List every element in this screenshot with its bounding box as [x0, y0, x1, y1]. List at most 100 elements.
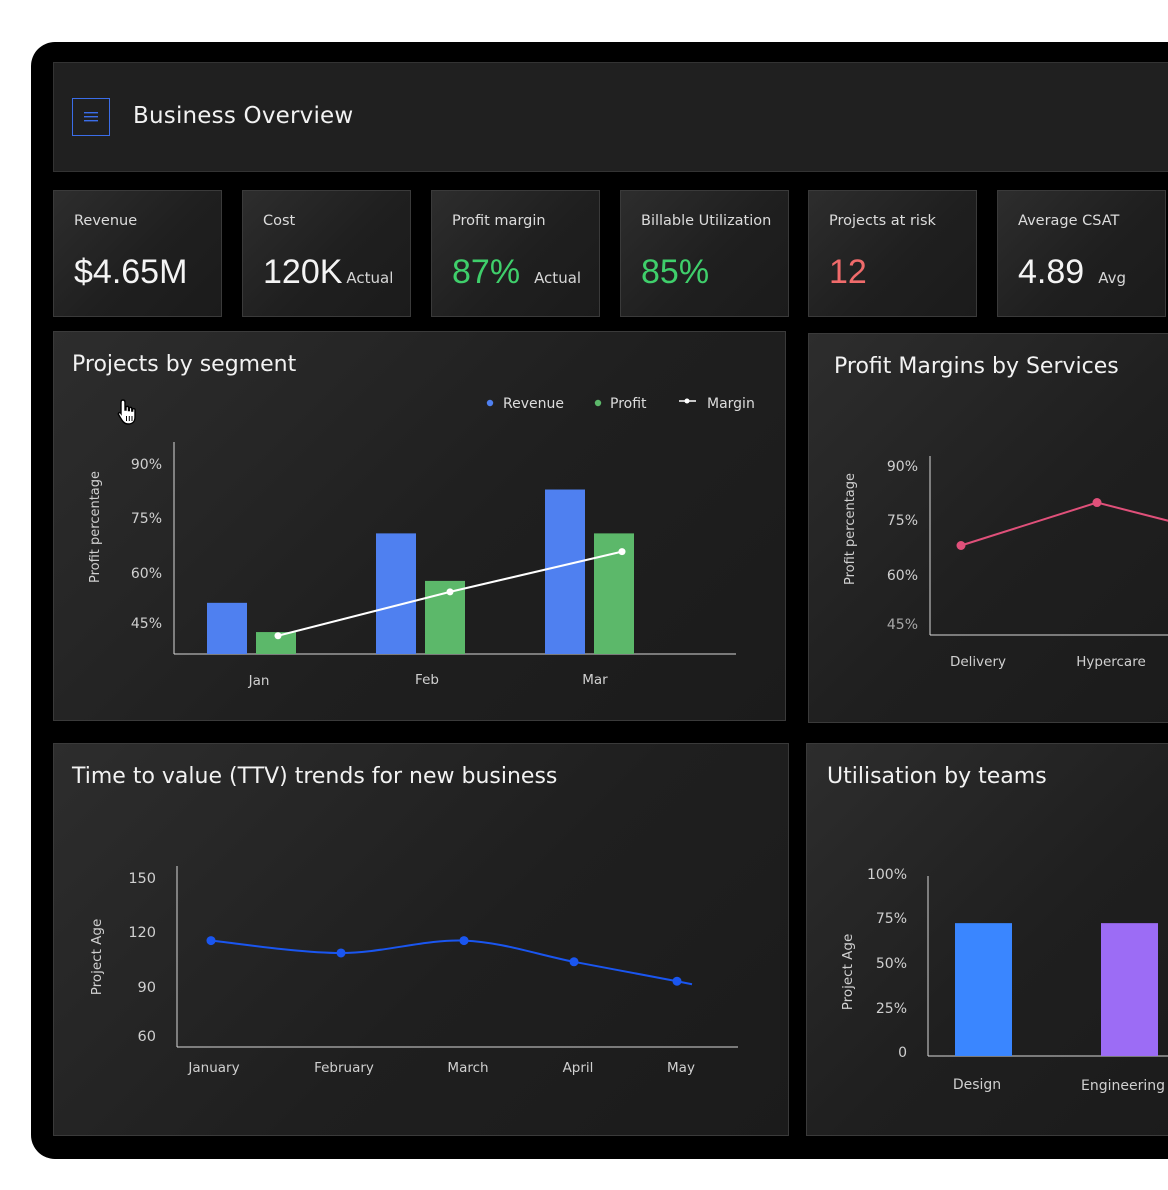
profit-point-delivery[interactable] [956, 541, 966, 550]
kpi-label: Revenue [74, 213, 138, 229]
y-tick: 75% [131, 511, 162, 527]
kpi-label: Projects at risk [829, 213, 936, 229]
ttv-point-january[interactable] [206, 936, 216, 946]
margin-point-feb[interactable] [446, 588, 454, 596]
bar-design[interactable] [955, 923, 1012, 1056]
kpi-card-projects-at-risk[interactable]: Projects at risk 12 [808, 190, 977, 317]
kpi-card-cost[interactable]: Cost 120K Actual [242, 190, 411, 317]
ttv-points [206, 936, 682, 986]
kpi-card-profit-margin[interactable]: Profit margin 87% Actual [431, 190, 600, 317]
header-bar: Business Overview [53, 62, 1168, 172]
x-tick: Feb [415, 672, 439, 688]
bar-engineering[interactable] [1101, 923, 1158, 1056]
x-tick: April [563, 1060, 594, 1076]
profit-margins-chart: Profit percentage 90% 75% 60% 45% Delive… [843, 456, 1168, 670]
y-tick: 75% [887, 513, 918, 529]
profit-point-hypercare[interactable] [1092, 498, 1102, 508]
bar-revenue-feb[interactable] [376, 533, 416, 654]
y-tick: 90% [887, 459, 918, 475]
ttv-point-may[interactable] [672, 976, 682, 986]
profit-margin-points [956, 498, 1102, 550]
x-tick: May [667, 1060, 695, 1076]
x-tick: Design [953, 1077, 1001, 1093]
ttv-point-february[interactable] [336, 948, 346, 958]
bar-profit-feb[interactable] [425, 580, 465, 654]
kpi-value: 85% [641, 253, 710, 291]
legend-revenue-label[interactable]: Revenue [503, 396, 564, 412]
bar-revenue-jan[interactable] [207, 602, 247, 654]
y-axis-label: Profit percentage [88, 471, 103, 583]
ttv-point-march[interactable] [459, 936, 469, 946]
kpi-value: 120K Actual [263, 253, 394, 291]
x-tick: January [187, 1060, 239, 1076]
profit-margins-card: Profit Margins by Services Profit percen… [808, 333, 1168, 723]
bar-profit-jan[interactable] [256, 632, 296, 654]
kpi-value: 87% Actual [452, 253, 582, 291]
kpi-value: $4.65M [74, 253, 188, 291]
kpi-label: Cost [263, 213, 296, 229]
ttv-trends-card: Time to value (TTV) trends for new busin… [53, 743, 789, 1136]
x-tick: February [314, 1060, 374, 1076]
projects-by-segment-chart: Revenue Profit Margin Profit percentage … [88, 396, 755, 689]
y-tick: 90% [131, 457, 162, 473]
legend-margin-label[interactable]: Margin [707, 396, 755, 412]
y-tick: 45% [887, 617, 918, 633]
legend-profit-label[interactable]: Profit [610, 396, 647, 412]
bar-profit-mar[interactable] [594, 533, 634, 654]
card-title: Time to value (TTV) trends for new busin… [72, 764, 558, 789]
utilisation-chart: Project Age 100% 75% 50% 25% 0 Design En… [840, 867, 1168, 1094]
ttv-line [210, 939, 693, 986]
x-tick: March [447, 1060, 488, 1076]
y-tick: 60% [887, 568, 918, 584]
ttv-trends-chart: Project Age 150 120 90 60 January Februa… [89, 866, 738, 1076]
kpi-card-average-csat[interactable]: Average CSAT 4.89 Avg [997, 190, 1166, 317]
x-tick: Delivery [950, 654, 1006, 670]
kpi-label: Profit margin [452, 213, 546, 229]
kpi-value: 4.89 Avg [1018, 253, 1126, 291]
hand-cursor-icon [117, 399, 136, 425]
y-tick: 60% [131, 566, 162, 582]
menu-icon [84, 112, 98, 122]
bar-revenue-mar[interactable] [545, 489, 585, 654]
kpi-sub: Actual [346, 269, 394, 287]
y-tick: 25% [876, 1001, 907, 1017]
margin-point-jan[interactable] [274, 632, 282, 640]
kpi-sub: Actual [534, 269, 582, 287]
y-tick: 150 [128, 871, 156, 887]
y-tick: 120 [128, 925, 156, 941]
projects-by-segment-card: Projects by segment Revenue Profit Margi… [53, 331, 786, 721]
y-tick: 75% [876, 911, 907, 927]
legend-margin-dot [684, 398, 690, 404]
y-axis-label: Project Age [89, 919, 105, 996]
x-tick: Hypercare [1076, 654, 1146, 670]
y-tick: 60 [138, 1029, 156, 1045]
kpi-value: 12 [829, 253, 867, 291]
card-title: Utilisation by teams [827, 764, 1047, 789]
profit-margin-line [960, 501, 1168, 547]
x-tick: Jan [248, 673, 270, 689]
y-tick: 50% [876, 956, 907, 972]
kpi-card-revenue[interactable]: Revenue $4.65M [53, 190, 222, 317]
kpi-sub: Avg [1098, 269, 1126, 287]
page-title: Business Overview [133, 103, 354, 129]
legend-profit-dot [594, 399, 602, 407]
card-title: Profit Margins by Services [834, 354, 1119, 379]
y-tick: 100% [867, 867, 907, 883]
y-tick: 90 [138, 980, 156, 996]
x-tick: Engineering [1081, 1078, 1165, 1094]
utilisation-bars [955, 923, 1158, 1056]
margin-points [274, 548, 626, 640]
utilisation-card: Utilisation by teams Project Age 100% 75… [806, 743, 1168, 1136]
kpi-label: Billable Utilization [641, 213, 772, 229]
menu-button[interactable] [72, 98, 110, 136]
legend-revenue-dot [486, 399, 494, 407]
y-axis-label: Profit percentage [843, 473, 858, 585]
ttv-point-april[interactable] [569, 957, 579, 967]
y-tick: 45% [131, 616, 162, 632]
kpi-label: Average CSAT [1018, 213, 1120, 229]
margin-point-mar[interactable] [618, 548, 626, 556]
y-ticks: 90% 75% 60% 45% [131, 457, 162, 632]
bars-group [207, 489, 634, 654]
kpi-card-billable-utilization[interactable]: Billable Utilization 85% [620, 190, 789, 317]
y-tick: 0 [898, 1045, 907, 1061]
